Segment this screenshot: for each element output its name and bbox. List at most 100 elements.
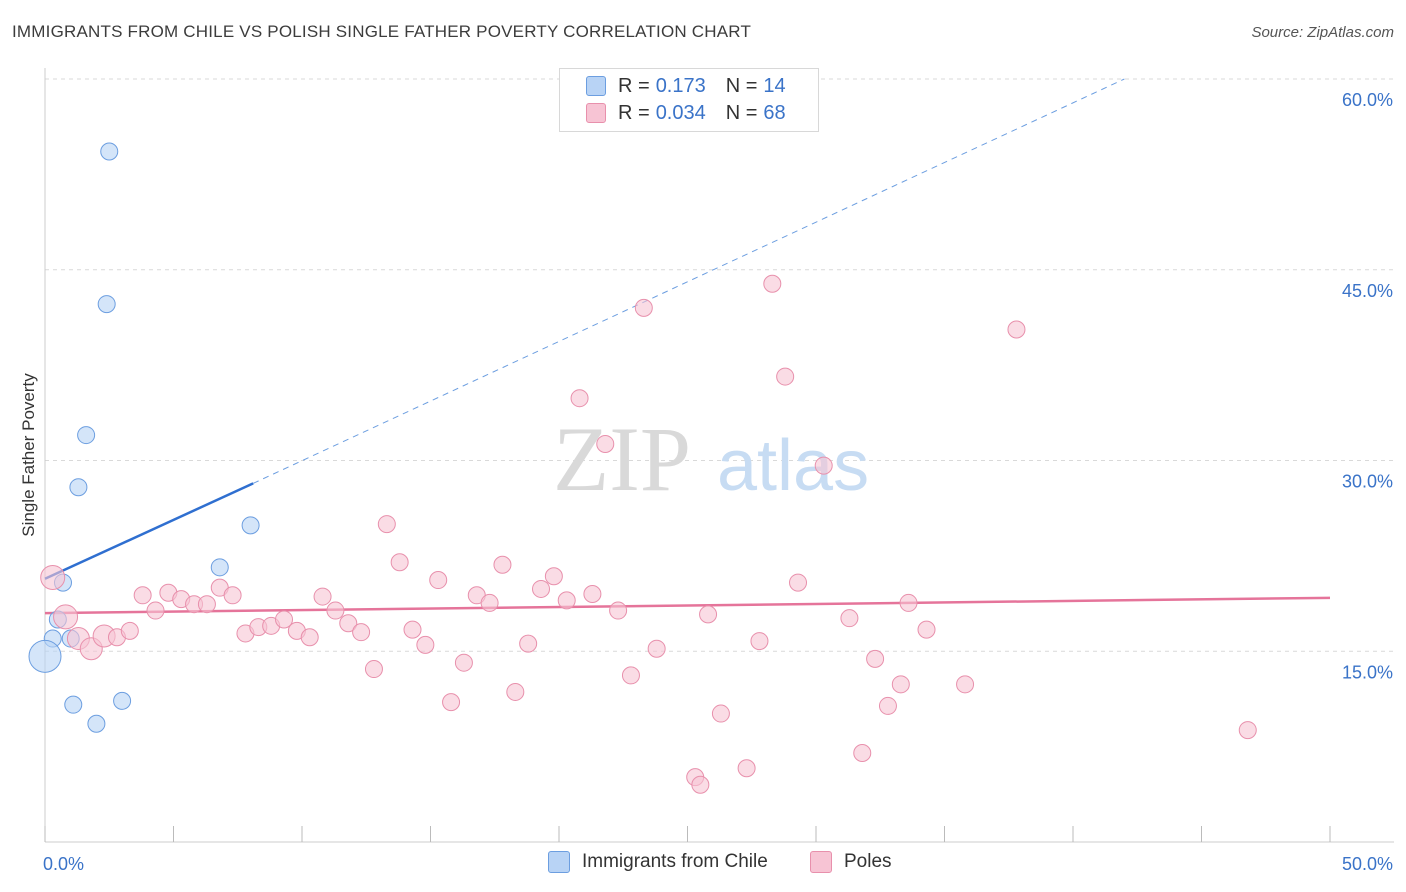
poles-point [1007, 320, 1026, 339]
source-label: Source: ZipAtlas.com [1251, 24, 1394, 41]
y-tick-label: 45.0% [1342, 281, 1393, 301]
tick-labels: 15.0% 30.0% 45.0% 60.0% 0.0% 50.0% [43, 90, 1393, 874]
chile-point [87, 714, 106, 733]
poles-point [621, 666, 640, 685]
legend-row-chile: R = 0.173 N = 14 [586, 73, 786, 99]
poles-point [763, 274, 782, 293]
legend-n-label: N = [725, 101, 758, 124]
poles-point [223, 586, 242, 605]
legend-row-poles: R = 0.034 N = 68 [586, 100, 786, 126]
poles-point [557, 591, 576, 610]
poles-point [300, 628, 319, 647]
chile-point [69, 478, 88, 497]
watermark-atlas: atlas [717, 426, 869, 506]
legend-item-poles: Poles [810, 851, 892, 873]
y-tick-label: 30.0% [1342, 472, 1393, 492]
poles-point [609, 601, 628, 620]
chile-point [64, 695, 83, 714]
legend-swatch-pink [810, 851, 832, 873]
poles-point [352, 623, 371, 642]
poles-point [146, 601, 165, 620]
legend-n-value: 68 [763, 101, 786, 124]
legend-n-label: N = [725, 74, 758, 97]
legend-r-value: 0.034 [655, 101, 706, 124]
legend-r-label: R = [618, 101, 650, 124]
poles-point [878, 696, 897, 715]
poles-point [480, 593, 499, 612]
poles-point [506, 682, 525, 701]
poles-point [313, 587, 332, 606]
legend-r-label: R = [618, 74, 650, 97]
legend-swatch-pink [586, 103, 606, 123]
grid-lines [45, 78, 1394, 652]
poles-point [275, 610, 294, 629]
poles-point [789, 573, 808, 592]
chile-point [100, 142, 119, 161]
poles-point [416, 635, 435, 654]
chile-point [113, 691, 132, 710]
poles-point [133, 586, 152, 605]
poles-point [364, 660, 383, 679]
poles-point [570, 389, 589, 408]
poles-point [956, 675, 975, 694]
poles-point [493, 555, 512, 574]
correlation-legend: R = 0.173 N = 14 R = 0.034 N = 68 [559, 68, 819, 132]
poles-point [53, 604, 79, 630]
legend-n-value: 14 [763, 74, 786, 97]
poles-point [442, 693, 461, 712]
poles-point [429, 571, 448, 590]
chile-point [77, 426, 96, 445]
poles-point [532, 579, 551, 598]
legend-swatch-blue [548, 851, 570, 873]
chile-point [241, 516, 260, 535]
poles-point [454, 653, 473, 672]
poles-point [596, 434, 615, 453]
watermark: ZIP atlas [553, 408, 869, 510]
chile-point [28, 639, 62, 673]
poles-point [377, 515, 396, 534]
poles-point [711, 704, 730, 723]
chile-point [97, 295, 116, 314]
poles-point [776, 367, 795, 386]
poles-point [326, 601, 345, 620]
poles-point [866, 649, 885, 668]
chile-trend-line [44, 482, 254, 580]
poles-point [403, 620, 422, 639]
poles-point [40, 564, 66, 590]
legend-label-chile: Immigrants from Chile [582, 851, 768, 872]
poles-point [899, 593, 918, 612]
y-axis-label: Single Father Poverty [19, 373, 38, 537]
poles-point [1238, 721, 1257, 740]
poles-point [339, 614, 358, 633]
trend-lines [44, 78, 1331, 615]
legend-swatch-blue [586, 76, 606, 96]
x-tick-label: 0.0% [43, 854, 84, 874]
poles-point [891, 675, 910, 694]
poles-point [750, 632, 769, 651]
chile-point [210, 558, 229, 577]
poles-point [691, 775, 710, 794]
poles-point [583, 585, 602, 604]
legend-label-poles: Poles [844, 851, 892, 872]
legend-r-value: 0.173 [655, 74, 706, 97]
poles-point [647, 639, 666, 658]
poles-point [853, 743, 872, 762]
poles-point [917, 620, 936, 639]
poles-point [544, 567, 563, 586]
poles-point [634, 298, 653, 317]
axes [44, 68, 1394, 843]
y-tick-label: 60.0% [1342, 90, 1393, 110]
poles-point [120, 621, 139, 640]
poles-point [814, 456, 833, 475]
data-points [28, 142, 1257, 794]
poles-point [737, 759, 756, 778]
poles-point [390, 553, 409, 572]
poles-trend-line [44, 596, 1331, 615]
y-tick-label: 15.0% [1342, 662, 1393, 682]
poles-point [519, 634, 538, 653]
poles-point [699, 605, 718, 624]
legend-item-chile: Immigrants from Chile [548, 851, 768, 873]
watermark-zip: ZIP [553, 408, 691, 510]
chart-title: IMMIGRANTS FROM CHILE VS POLISH SINGLE F… [12, 22, 752, 41]
